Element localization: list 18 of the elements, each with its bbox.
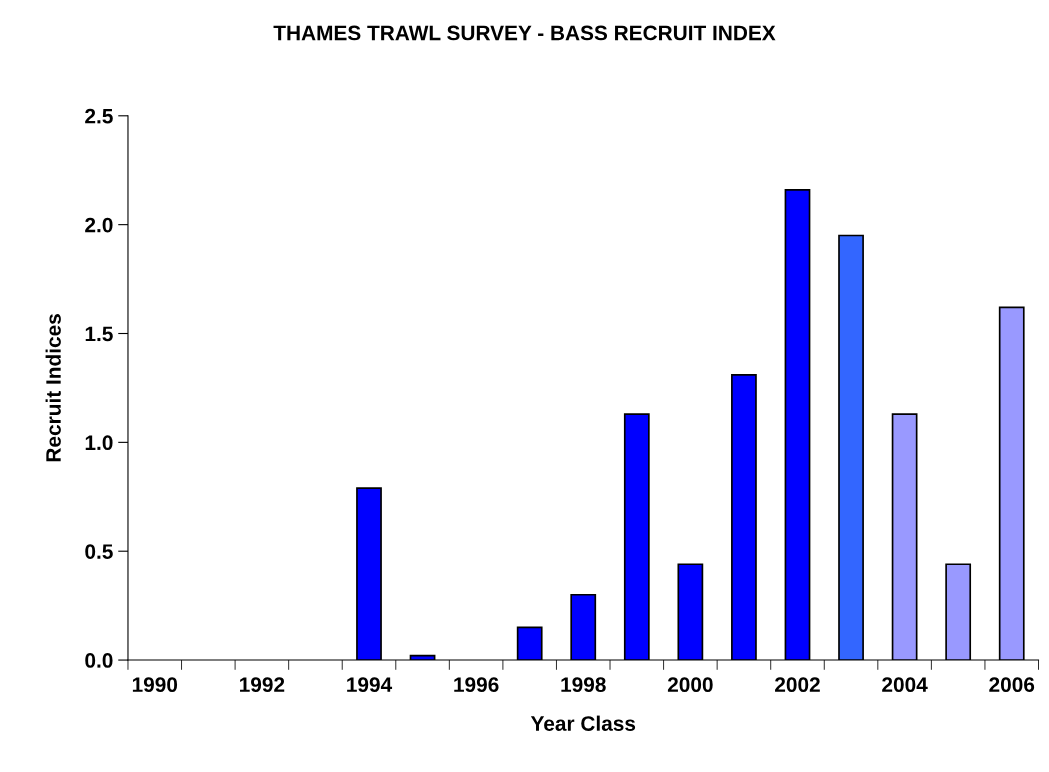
- x-tick-label: 1994: [347, 677, 393, 693]
- x-tick-label: 1990: [132, 677, 178, 693]
- x-tick-label: 1992: [240, 677, 285, 693]
- x-tick-label: 1996: [454, 677, 499, 693]
- y-tick-label: 1.0: [85, 435, 113, 451]
- y-tick-label: 2.5: [85, 108, 113, 124]
- x-tick-label: 2004: [882, 677, 928, 693]
- y-tick-label: 2.0: [85, 217, 113, 233]
- x-axis-title: Year Class: [530, 715, 636, 731]
- y-tick-label: 0.0: [85, 653, 113, 668]
- y-axis-title: Recruit Indices: [45, 314, 61, 462]
- x-tick-label: 2006: [989, 677, 1035, 693]
- chart-title: THAMES TRAWL SURVEY - BASS RECRUIT INDEX: [273, 25, 776, 41]
- y-tick-label: 1.5: [85, 326, 113, 342]
- x-tick-label: 2000: [667, 677, 713, 693]
- y-tick-label: 0.5: [85, 544, 113, 559]
- x-tick-label: 2002: [775, 677, 820, 693]
- x-tick-label: 1998: [561, 677, 606, 693]
